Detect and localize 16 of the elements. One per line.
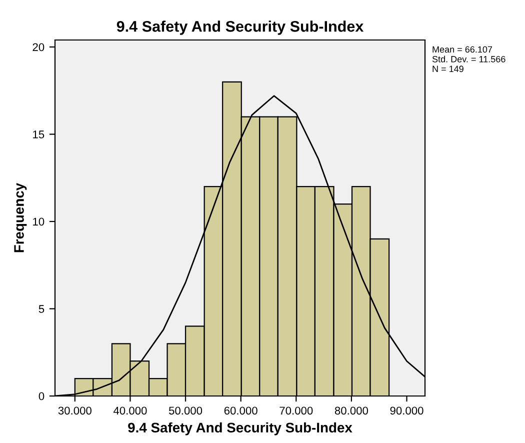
- x-tick-label: 90.000: [390, 406, 424, 415]
- x-tick-label: 30.000: [58, 406, 92, 415]
- y-tick-label: 10: [33, 218, 44, 226]
- x-tick-label: 80.000: [334, 406, 368, 415]
- x-tick-label: 70.000: [280, 406, 313, 415]
- x-tick-label: 40.000: [113, 406, 147, 415]
- y-tick-label: 0: [38, 392, 44, 400]
- text: Mean = 66.107 Std. Dev. = 11.566 N = 149: [432, 46, 506, 72]
- x-tick-label: 50.000: [168, 406, 202, 415]
- y-tick-label: 15: [33, 130, 44, 138]
- y-tick-label: 20: [32, 43, 44, 52]
- chart-title: 9.4 Safety And Security Sub-Index: [116, 20, 364, 35]
- y-tick-label: 5: [38, 305, 44, 313]
- x-axis-title: 9.4 Safety And Security Sub-Index: [128, 422, 352, 436]
- y-axis-title: Frequency: [14, 182, 27, 252]
- x-tick-label: 60.000: [224, 406, 258, 415]
